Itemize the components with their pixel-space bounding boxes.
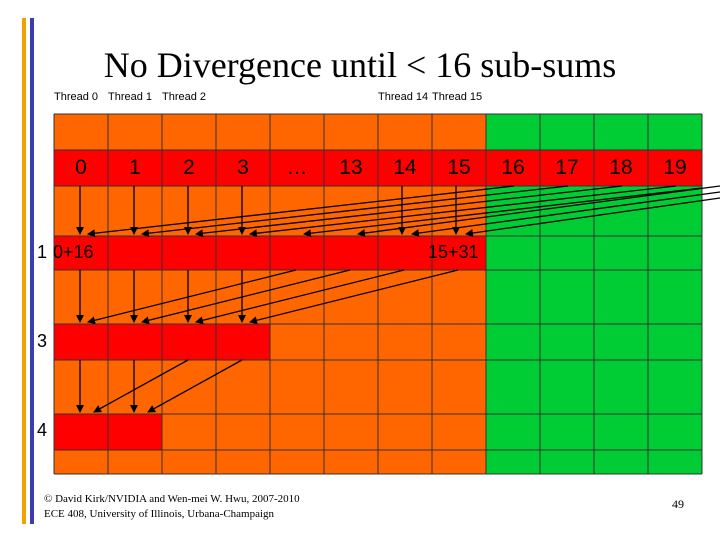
thread-label-0: Thread 0 [54, 91, 99, 103]
cell-label-17: 17 [555, 156, 579, 179]
thread-label-15: Thread 15 [432, 91, 483, 103]
cell-label-16: 16 [501, 156, 525, 179]
thread-label-2: Thread 2 [162, 91, 207, 103]
footer-line-1: © David Kirk/NVIDIA and Wen-mei W. Hwu, … [44, 493, 300, 505]
cell-label-18: 18 [609, 156, 633, 179]
cell-label-2: 2 [183, 156, 195, 179]
footer-line-2: ECE 408, University of Illinois, Urbana-… [44, 508, 275, 520]
stage-2-arrows [76, 269, 459, 325]
thread-label-1: Thread 1 [108, 91, 153, 103]
stage-1-arrows [76, 185, 720, 238]
slide-title: No Divergence until < 16 sub-sums [103, 45, 617, 85]
thread-label-14: Thread 14 [378, 91, 429, 103]
cell-label-14: 14 [393, 156, 417, 179]
row-label-15-31: 15+31 [428, 242, 479, 262]
copyright-footer: © David Kirk/NVIDIA and Wen-mei W. Hwu, … [44, 492, 300, 522]
cell-label-3: 3 [237, 156, 249, 179]
cell-label-13: 13 [339, 156, 363, 179]
cell-label-ellipsis: … [286, 156, 308, 179]
row-label-4: 4 [37, 420, 48, 440]
row-label-1: 1 [37, 242, 48, 262]
grid-lines [53, 113, 703, 475]
accent-bar-blue [30, 18, 34, 524]
cell-label-1: 1 [129, 156, 141, 179]
row-label-0-16: 0+16 [53, 242, 94, 262]
cell-label-15: 15 [447, 156, 471, 179]
cell-label-0: 0 [75, 156, 87, 179]
page-number: 49 [672, 497, 684, 511]
stage-3-arrows [76, 359, 243, 413]
accent-bar-orange [22, 18, 26, 524]
row-label-3: 3 [37, 331, 48, 351]
cell-label-19: 19 [663, 156, 687, 179]
